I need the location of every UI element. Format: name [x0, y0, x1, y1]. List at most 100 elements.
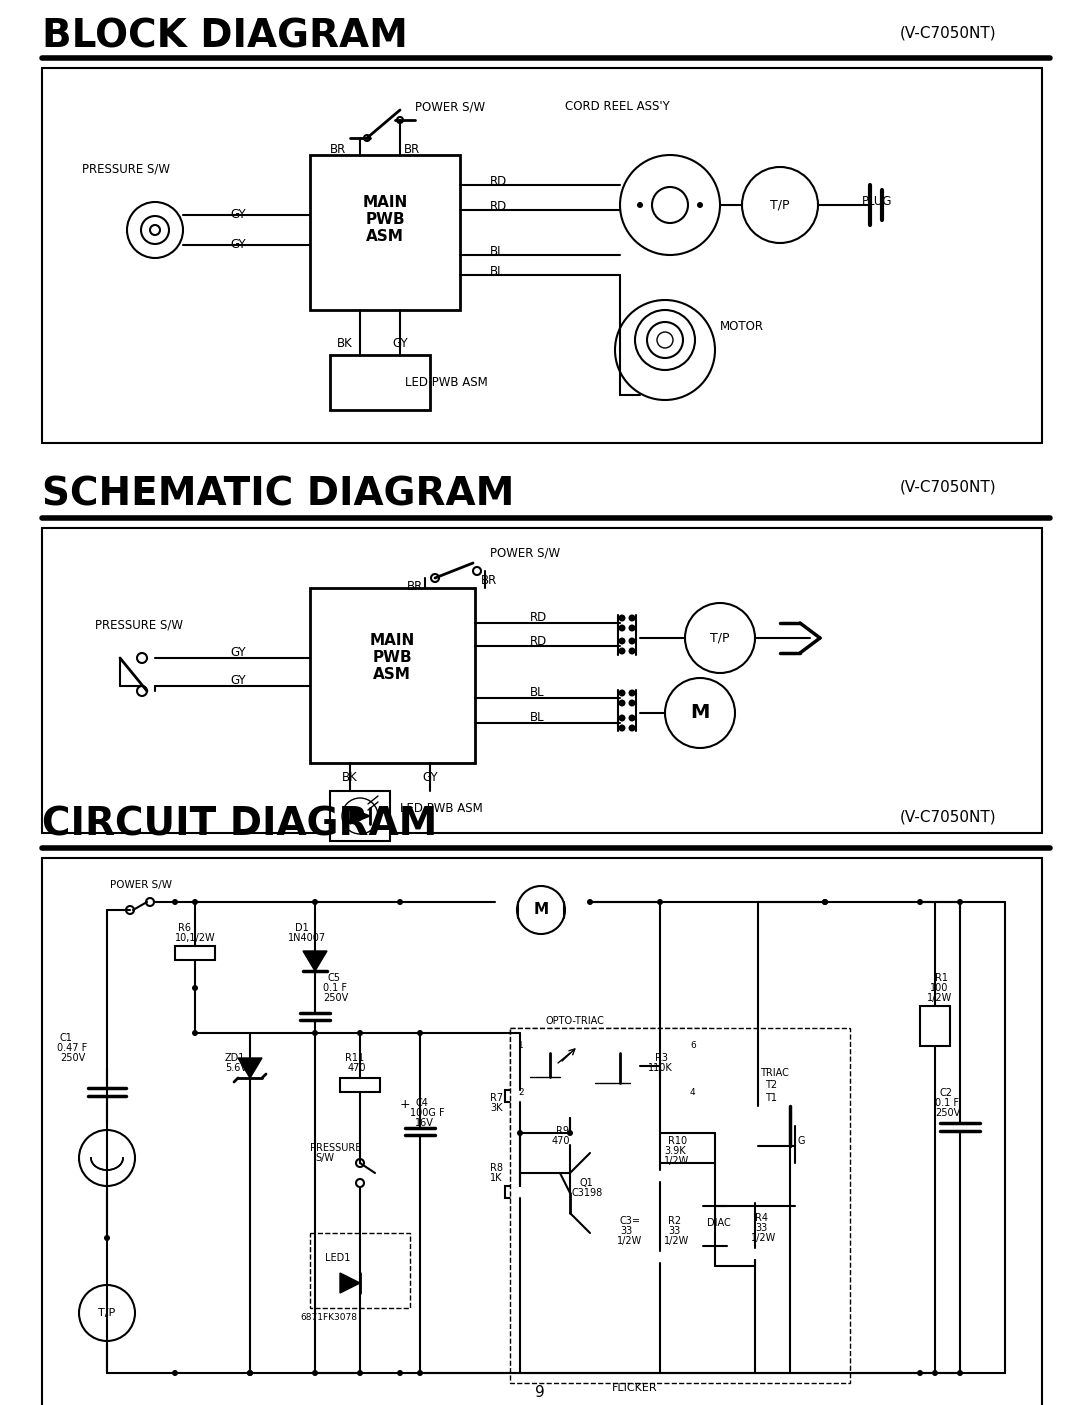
Text: GY: GY: [230, 237, 245, 251]
Polygon shape: [703, 1227, 727, 1246]
Bar: [505, 1186, 535, 1198]
Bar: [645, 1078, 675, 1090]
Text: 0.1 F: 0.1 F: [935, 1097, 959, 1109]
Text: PWB: PWB: [365, 212, 405, 228]
Text: BL: BL: [530, 711, 544, 724]
Text: 1N4007: 1N4007: [288, 933, 326, 943]
Text: BL: BL: [490, 266, 504, 278]
Circle shape: [397, 1370, 403, 1375]
Text: BK: BK: [342, 771, 357, 784]
Circle shape: [657, 1130, 663, 1137]
Circle shape: [629, 690, 635, 697]
Text: GY: GY: [230, 674, 245, 687]
Circle shape: [473, 568, 481, 575]
Circle shape: [712, 1263, 718, 1269]
Polygon shape: [595, 1052, 620, 1083]
Circle shape: [629, 700, 635, 707]
Text: 1/2W: 1/2W: [664, 1156, 689, 1166]
Circle shape: [629, 624, 635, 631]
Bar: [42, 858, 1042, 1405]
Circle shape: [629, 648, 635, 655]
Bar: [330, 355, 430, 410]
Text: LED PWB ASM: LED PWB ASM: [400, 802, 483, 815]
Text: 250V: 250V: [323, 993, 348, 1003]
Text: 110K: 110K: [648, 1064, 673, 1073]
Text: 33: 33: [755, 1222, 767, 1234]
Circle shape: [629, 638, 635, 645]
Circle shape: [657, 332, 673, 348]
Text: PWB: PWB: [373, 651, 411, 665]
Circle shape: [637, 1370, 643, 1375]
Circle shape: [417, 1370, 423, 1375]
Bar: [645, 1170, 675, 1182]
Text: 1K: 1K: [490, 1173, 502, 1183]
Text: FLICKER: FLICKER: [612, 1383, 658, 1392]
Text: R2: R2: [669, 1215, 681, 1227]
Circle shape: [247, 1370, 253, 1375]
Circle shape: [657, 1161, 663, 1166]
Circle shape: [657, 899, 663, 905]
Circle shape: [742, 167, 818, 243]
Text: Q1: Q1: [580, 1177, 594, 1189]
Circle shape: [619, 648, 625, 655]
Text: BR: BR: [407, 580, 423, 593]
Circle shape: [697, 202, 703, 208]
Text: GY: GY: [230, 208, 245, 221]
Text: SCHEMATIC DIAGRAM: SCHEMATIC DIAGRAM: [42, 475, 514, 513]
Text: 100G F: 100G F: [410, 1109, 445, 1118]
Text: ASM: ASM: [366, 229, 404, 244]
Text: R11: R11: [345, 1052, 364, 1064]
Text: 250V: 250V: [935, 1109, 960, 1118]
Text: PRESSURE S/W: PRESSURE S/W: [95, 618, 183, 631]
Text: R4: R4: [755, 1213, 768, 1222]
Text: 6871FK3078: 6871FK3078: [300, 1314, 357, 1322]
Circle shape: [357, 1370, 363, 1375]
Text: 3.9K: 3.9K: [664, 1146, 686, 1156]
Circle shape: [787, 1370, 793, 1375]
Circle shape: [619, 624, 625, 631]
Text: 4: 4: [690, 1087, 696, 1097]
Circle shape: [657, 1030, 663, 1035]
Text: DIAC: DIAC: [707, 1218, 731, 1228]
Text: TRIAC: TRIAC: [760, 1068, 788, 1078]
Circle shape: [957, 1370, 963, 1375]
Circle shape: [619, 614, 625, 621]
Circle shape: [517, 1170, 523, 1176]
Text: POWER S/W: POWER S/W: [110, 880, 172, 889]
Text: 1/2W: 1/2W: [927, 993, 953, 1003]
Circle shape: [917, 1370, 923, 1375]
Polygon shape: [530, 1052, 550, 1078]
Text: R6: R6: [178, 923, 191, 933]
Text: PRESSURE: PRESSURE: [310, 1144, 362, 1154]
Text: T/P: T/P: [770, 198, 789, 212]
Circle shape: [356, 1159, 364, 1168]
Text: 1/2W: 1/2W: [664, 1236, 689, 1246]
Bar: [740, 1248, 770, 1260]
Circle shape: [567, 1130, 573, 1137]
Circle shape: [79, 1286, 135, 1340]
Circle shape: [364, 135, 370, 140]
Text: R7: R7: [490, 1093, 503, 1103]
Text: C2: C2: [940, 1087, 953, 1097]
Circle shape: [822, 899, 828, 905]
Circle shape: [665, 679, 735, 747]
Circle shape: [629, 614, 635, 621]
Circle shape: [172, 899, 178, 905]
Text: (V-C7050NT): (V-C7050NT): [900, 25, 997, 39]
Text: S/W: S/W: [315, 1154, 334, 1163]
Text: 1/2W: 1/2W: [751, 1234, 777, 1243]
Text: R9: R9: [556, 1125, 569, 1137]
Text: 9: 9: [535, 1385, 545, 1399]
Bar: [600, 280, 730, 420]
Circle shape: [712, 1203, 718, 1208]
Bar: [510, 1028, 850, 1383]
Text: D1: D1: [295, 923, 309, 933]
Text: 3K: 3K: [490, 1103, 502, 1113]
Circle shape: [752, 1370, 758, 1375]
Text: T/P: T/P: [711, 631, 730, 645]
Circle shape: [957, 899, 963, 905]
Circle shape: [561, 1183, 600, 1222]
Text: POWER S/W: POWER S/W: [490, 547, 561, 559]
Bar: [340, 1078, 380, 1092]
Circle shape: [192, 1030, 198, 1035]
